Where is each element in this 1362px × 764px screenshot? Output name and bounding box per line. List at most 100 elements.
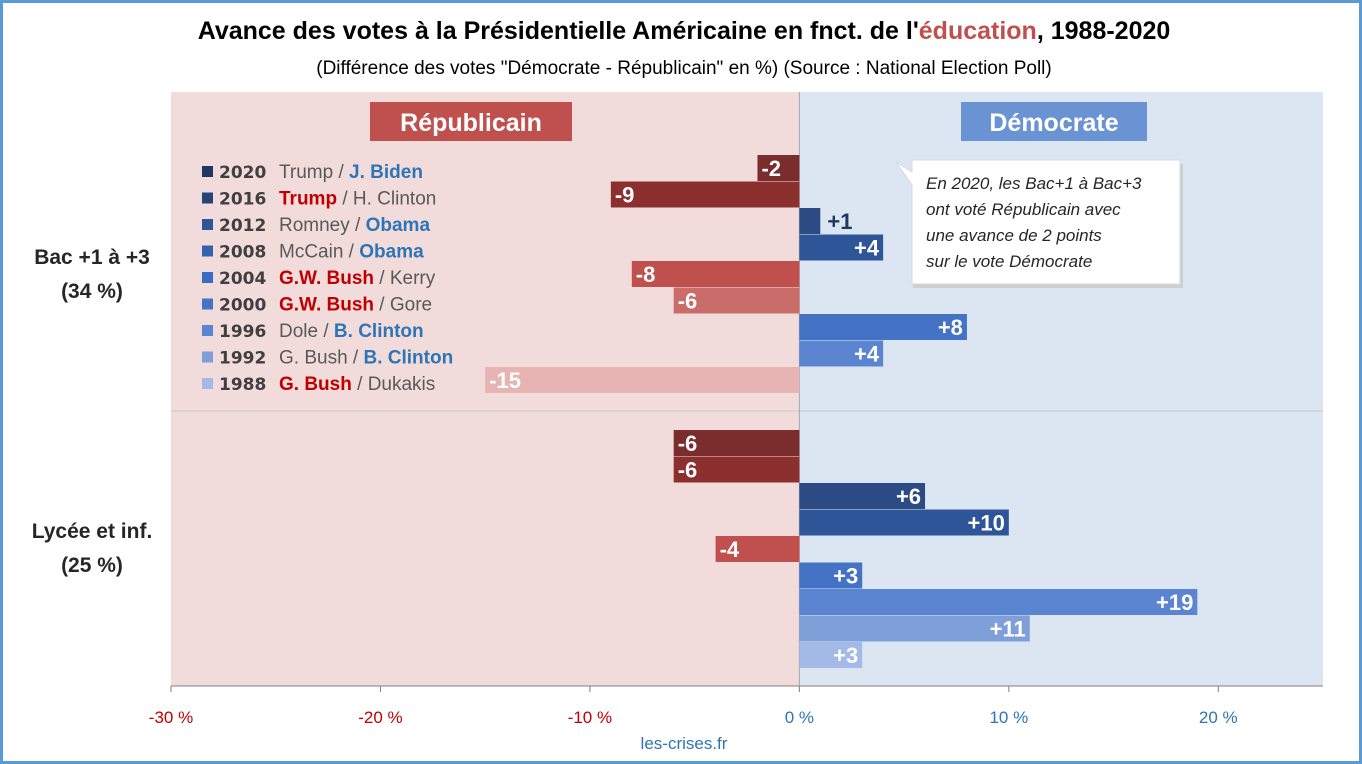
legend-candidates: Romney / Obama <box>279 215 430 236</box>
bar-value-label: +4 <box>854 342 880 367</box>
republican-header-label: Républicain <box>400 109 542 137</box>
bar-value-label: -15 <box>489 368 521 393</box>
legend-swatch <box>202 192 213 204</box>
legend-rep-candidate: Dole <box>279 321 318 342</box>
legend-separator: / <box>348 348 364 369</box>
legend-rep-candidate: Trump <box>279 162 333 183</box>
legend-swatch <box>202 298 213 310</box>
annotation-box <box>895 159 1181 285</box>
bar <box>631 261 800 287</box>
bar <box>485 367 800 393</box>
chart-subtitle: (Différence des votes "Démocrate - Répub… <box>316 58 1052 79</box>
x-tick-label: -10 % <box>568 708 612 727</box>
title-suffix: , 1988-2020 <box>1036 17 1171 45</box>
title-highlight: éducation <box>918 17 1037 45</box>
bar-value-label: -6 <box>678 458 698 483</box>
bar <box>799 562 863 589</box>
legend-rep-candidate: Trump <box>279 189 337 210</box>
bar-value-label: -4 <box>720 537 740 562</box>
bar-value-label: +6 <box>896 484 921 509</box>
bar <box>799 234 884 261</box>
legend-swatch <box>202 351 213 363</box>
legend-candidates: G.W. Bush / Gore <box>279 295 432 316</box>
bar-value-label: -2 <box>761 156 781 181</box>
x-tick-label: 20 % <box>1199 708 1238 727</box>
legend-swatch <box>202 166 213 177</box>
legend-year: 2016 <box>219 190 266 210</box>
legend-separator: / <box>350 215 366 236</box>
bar-value-label: +1 <box>827 209 852 234</box>
annotation-line: ont voté Républicain avec <box>926 200 1121 219</box>
bar <box>799 642 863 668</box>
x-tick-label: 10 % <box>989 708 1028 727</box>
legend-candidates: G.W. Bush / Kerry <box>279 268 436 289</box>
bar-value-label: +19 <box>1156 590 1193 615</box>
bar-value-label: -6 <box>678 289 698 314</box>
bar <box>799 615 1030 642</box>
bar-value-label: +11 <box>990 617 1026 642</box>
bar <box>799 340 884 367</box>
legend-candidates: Dole / B. Clinton <box>279 321 424 342</box>
legend-candidates: Trump / H. Clinton <box>279 189 436 210</box>
legend-year: 2012 <box>219 216 266 236</box>
legend-swatch <box>202 245 213 257</box>
bar <box>673 430 800 456</box>
legend-separator: / <box>318 321 334 342</box>
bar <box>799 509 1009 536</box>
democrat-header-box <box>961 102 1147 141</box>
chart-title: Avance des votes à la Présidentielle Amé… <box>3 17 1362 46</box>
group-share-label: (25 %) <box>61 554 123 577</box>
legend-rep-candidate: G.W. Bush <box>279 268 374 289</box>
legend-dem-candidate: Gore <box>390 295 432 316</box>
bar-value-label: +3 <box>833 564 858 589</box>
legend-year: 2020 <box>219 163 266 183</box>
bar-value-label: -6 <box>678 431 698 456</box>
legend-dem-candidate: Obama <box>366 215 431 236</box>
x-tick-label: -20 % <box>358 708 402 727</box>
legend-year: 2000 <box>219 296 266 316</box>
legend-dem-candidate: B. Clinton <box>364 348 454 369</box>
legend-year: 2004 <box>219 269 266 289</box>
legend-separator: / <box>337 189 353 210</box>
legend-rep-candidate: Romney <box>279 215 350 236</box>
legend-candidates: Trump / J. Biden <box>279 162 423 183</box>
annotation-line: En 2020, les Bac+1 à Bac+3 <box>926 174 1142 193</box>
legend-rep-candidate: G. Bush <box>279 348 348 369</box>
x-tick-label: -30 % <box>149 708 193 727</box>
legend-rep-candidate: G. Bush <box>279 374 352 395</box>
bar <box>799 314 967 340</box>
legend-dem-candidate: Obama <box>359 242 424 263</box>
bar-value-label: +10 <box>967 511 1004 536</box>
democrat-header-label: Démocrate <box>989 109 1118 137</box>
title-prefix: Avance des votes à la Présidentielle Amé… <box>197 17 919 45</box>
group-label: Bac +1 à +3 <box>34 246 150 269</box>
legend-year: 1988 <box>219 375 266 395</box>
bar <box>799 208 821 234</box>
bar-value-label: +8 <box>938 315 963 340</box>
legend-rep-candidate: G.W. Bush <box>279 295 374 316</box>
bar <box>799 589 1198 615</box>
legend-separator: / <box>352 374 368 395</box>
republican-header-box <box>370 102 572 141</box>
legend-separator: / <box>343 242 359 263</box>
bar <box>799 483 926 509</box>
legend-swatch <box>202 219 213 230</box>
legend-dem-candidate: J. Biden <box>349 162 423 183</box>
legend-separator: / <box>374 295 390 316</box>
legend-separator: / <box>374 268 390 289</box>
bar <box>757 155 800 181</box>
bar-value-label: +3 <box>833 643 858 668</box>
legend-swatch <box>202 272 213 283</box>
bar-value-label: -8 <box>636 262 656 287</box>
bar-value-label: -9 <box>615 183 635 208</box>
x-tick-label: 0 % <box>785 708 814 727</box>
legend-year: 1996 <box>219 322 266 342</box>
bar-value-label: +4 <box>854 236 880 261</box>
legend-dem-candidate: B. Clinton <box>334 321 424 342</box>
legend-separator: / <box>333 162 349 183</box>
legend-rep-candidate: McCain <box>279 242 343 263</box>
legend-swatch <box>202 325 213 336</box>
legend-candidates: McCain / Obama <box>279 242 424 263</box>
legend-dem-candidate: Dukakis <box>368 374 436 395</box>
